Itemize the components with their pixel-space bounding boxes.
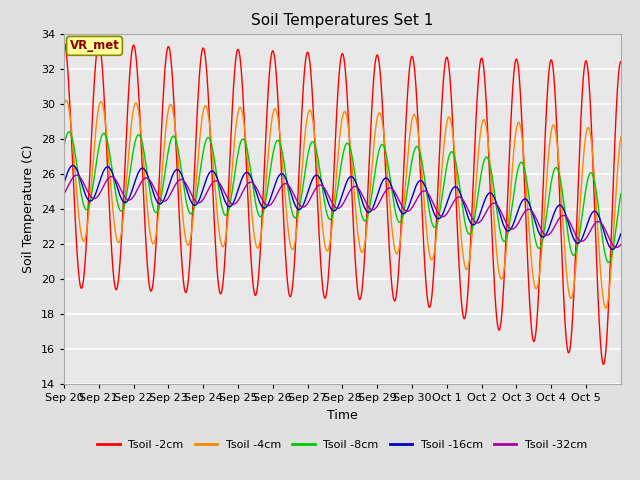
Text: VR_met: VR_met xyxy=(70,39,120,52)
Legend: Tsoil -2cm, Tsoil -4cm, Tsoil -8cm, Tsoil -16cm, Tsoil -32cm: Tsoil -2cm, Tsoil -4cm, Tsoil -8cm, Tsoi… xyxy=(93,435,592,454)
X-axis label: Time: Time xyxy=(327,408,358,421)
Y-axis label: Soil Temperature (C): Soil Temperature (C) xyxy=(22,144,35,273)
Title: Soil Temperatures Set 1: Soil Temperatures Set 1 xyxy=(252,13,433,28)
